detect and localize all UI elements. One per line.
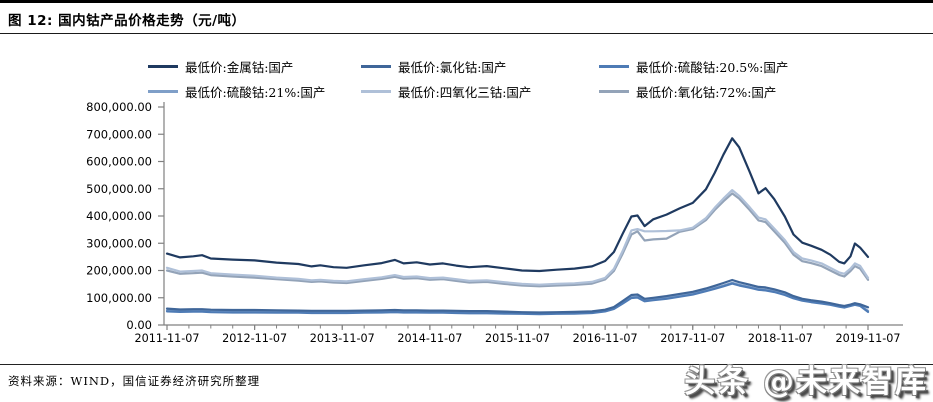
legend-line-icon (361, 89, 391, 93)
legend-item-metal-cobalt: 最低价:金属钴:国产 (148, 58, 361, 75)
legend-label: 最低价:金属钴:国产 (185, 59, 294, 75)
y-axis-label: 0.00 (126, 318, 152, 332)
legend-item-cobalt-sulfate-205: 最低价:硫酸钴:20.5%:国产 (599, 58, 869, 75)
legend-label: 最低价:氯化钴:国产 (398, 59, 507, 75)
y-axis-label: 800,000.00 (86, 100, 152, 114)
legend-item-cobalt-chloride: 最低价:氯化钴:国产 (361, 58, 599, 75)
x-axis-label: 2015-11-07 (485, 332, 550, 345)
series-line-1 (165, 278, 870, 314)
x-axis-label: 2018-11-07 (748, 332, 813, 345)
legend-item-cobalt-sulfate-21: 最低价:硫酸钴:21%:国产 (148, 83, 361, 100)
title-separator (0, 33, 933, 34)
footer-separator (0, 364, 933, 365)
y-axis-label: 100,000.00 (86, 291, 152, 305)
x-axis-label: 2019-11-07 (835, 332, 900, 345)
x-axis-label: 2014-11-07 (397, 332, 462, 345)
chart-legend: 最低价:金属钴:国产 最低价:氯化钴:国产 最低价:硫酸钴:20.5%:国产 最… (148, 58, 869, 100)
legend-line-icon (599, 89, 629, 93)
legend-line-icon (361, 64, 391, 68)
x-axis-label: 2013-11-07 (310, 332, 375, 345)
y-axis-label: 700,000.00 (86, 127, 152, 141)
x-axis-label: 2012-11-07 (222, 332, 287, 345)
legend-item-cobalt-tetroxide: 最低价:四氧化三钴:国产 (361, 83, 599, 100)
legend-line-icon (148, 64, 178, 68)
series-line-4 (165, 189, 870, 286)
series-line-0 (165, 137, 870, 273)
legend-label: 最低价:硫酸钴:21%:国产 (185, 84, 326, 100)
y-axis-label: 400,000.00 (86, 209, 152, 223)
legend-line-icon (599, 64, 629, 68)
legend-label: 最低价:氧化钴:72%:国产 (636, 84, 777, 100)
legend-line-icon (148, 89, 178, 93)
figure-title: 图 12: 国内钴产品价格走势（元/吨） (8, 13, 246, 29)
x-axis-label: 2017-11-07 (660, 332, 725, 345)
y-axis-label: 300,000.00 (86, 236, 152, 250)
watermark: 头条 @未来智库 (684, 364, 928, 400)
legend-item-cobalt-oxide-72: 最低价:氧化钴:72%:国产 (599, 83, 869, 100)
y-axis-label: 600,000.00 (86, 155, 152, 169)
y-axis-label: 500,000.00 (86, 182, 152, 196)
top-border (0, 0, 933, 3)
series-line-2 (165, 282, 870, 316)
legend-label: 最低价:硫酸钴:20.5%:国产 (636, 59, 789, 75)
x-axis-label: 2016-11-07 (573, 332, 638, 345)
legend-label: 最低价:四氧化三钴:国产 (398, 84, 532, 100)
series-line-5 (165, 192, 870, 288)
y-axis-label: 200,000.00 (86, 264, 152, 278)
x-axis-label: 2011-11-07 (134, 332, 199, 345)
source-note: 资料来源：WIND，国信证券经济研究所整理 (8, 374, 261, 388)
